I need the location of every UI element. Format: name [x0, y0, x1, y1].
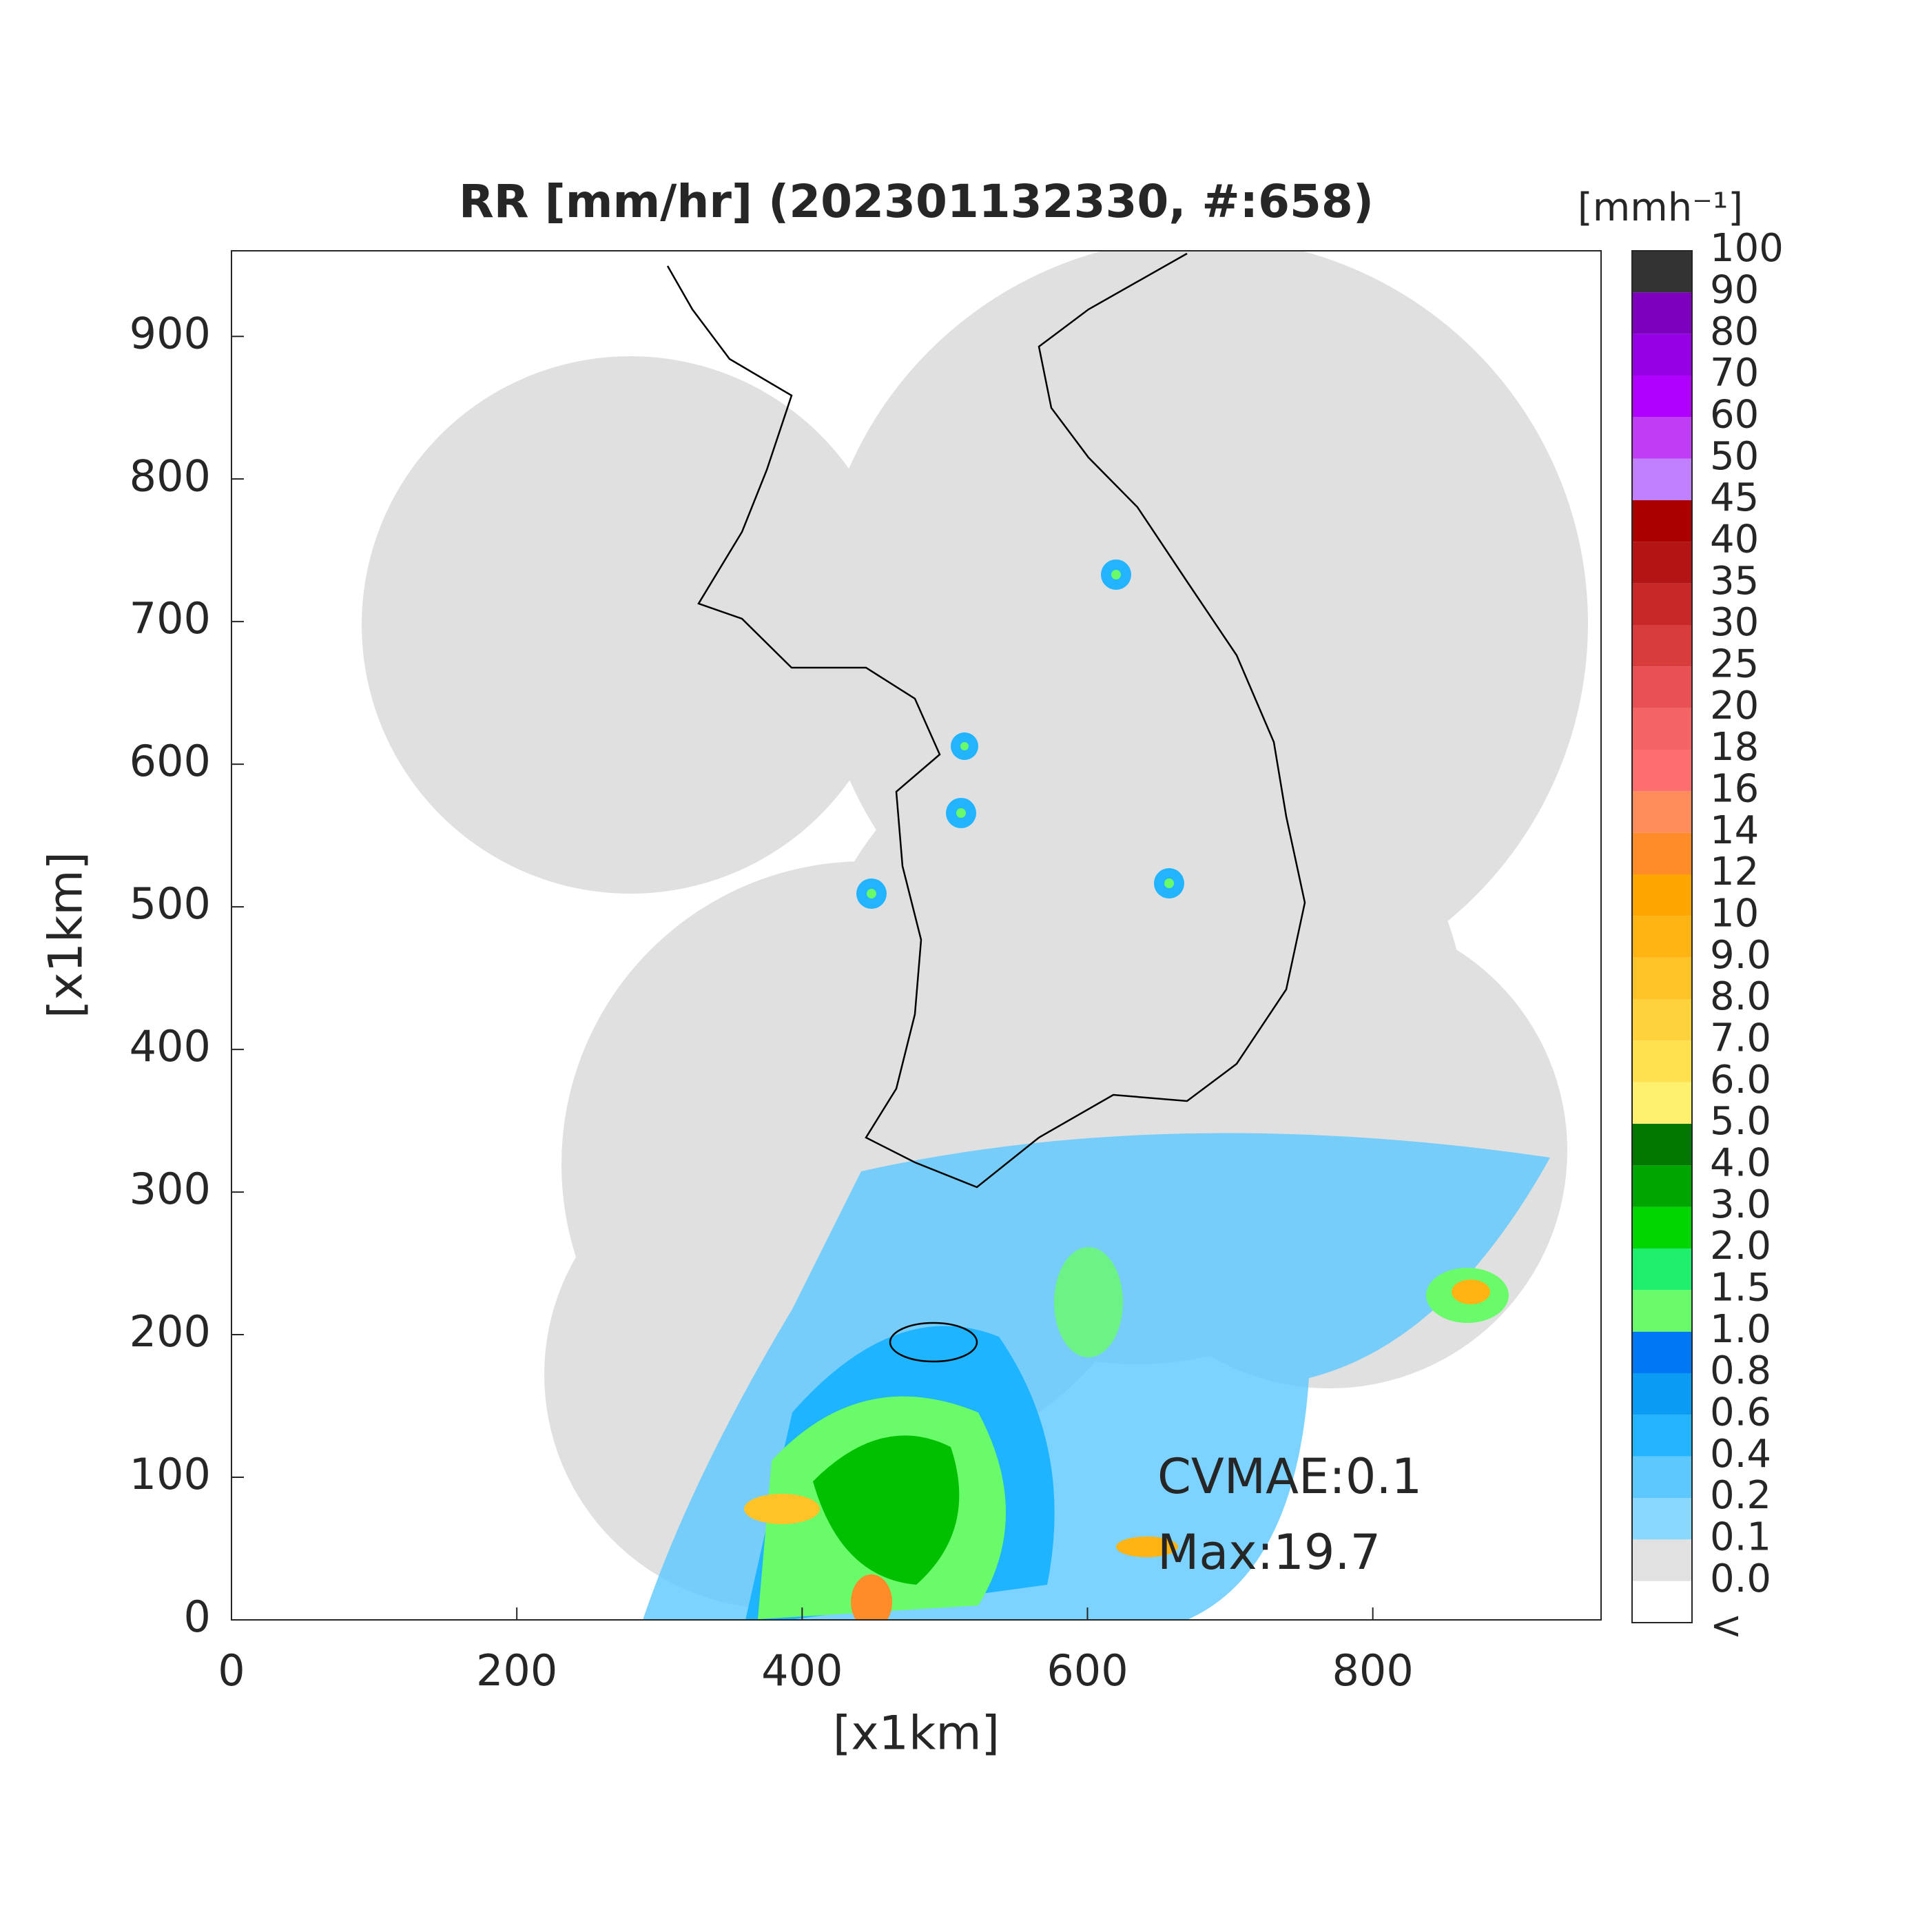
colorbar-segment [1632, 1498, 1692, 1540]
x-tick-label: 800 [1332, 1645, 1413, 1696]
x-tick-label: 400 [761, 1645, 843, 1696]
colorbar-segment [1632, 625, 1692, 667]
colorbar-label: 100 [1710, 226, 1784, 271]
colorbar-label: 80 [1710, 309, 1759, 354]
colorbar-title: [mmh⁻¹] [1578, 185, 1743, 230]
y-tick-label: 200 [130, 1306, 211, 1357]
annotation: CVMAE:0.1 [1157, 1448, 1422, 1505]
colorbar-label: 70 [1710, 351, 1759, 395]
colorbar-segment [1632, 500, 1692, 542]
colorbar-label: 2.0 [1710, 1224, 1771, 1268]
colorbar-segment [1632, 1456, 1692, 1498]
colorbar-segment [1632, 708, 1692, 750]
y-axis-label: [x1km] [39, 852, 94, 1018]
colorbar-label: 45 [1710, 475, 1759, 520]
colorbar-label: 16 [1710, 766, 1759, 811]
colorbar-segment [1632, 251, 1692, 293]
axes-box [231, 250, 1602, 1621]
y-tick-label: 300 [130, 1164, 211, 1214]
colorbar-label: 40 [1710, 517, 1759, 562]
y-tick-label: 400 [130, 1021, 211, 1071]
colorbar-label: 5.0 [1710, 1099, 1771, 1144]
y-tick-label: 600 [130, 736, 211, 786]
colorbar-label: < [1710, 1603, 1742, 1648]
colorbar-segment [1632, 417, 1692, 459]
colorbar-label: 0.4 [1710, 1432, 1771, 1477]
colorbar-segment [1632, 333, 1692, 376]
colorbar-segment [1632, 874, 1692, 916]
colorbar-segment [1632, 1082, 1692, 1124]
colorbar-label: 8.0 [1710, 974, 1771, 1019]
colorbar-segment [1632, 542, 1692, 584]
colorbar-segment [1632, 1581, 1692, 1623]
colorbar-segment [1632, 1206, 1692, 1248]
y-tick-label: 900 [130, 308, 211, 358]
x-axis-label: [x1km] [833, 1707, 1000, 1761]
colorbar-segment [1632, 1373, 1692, 1415]
colorbar-segment [1632, 999, 1692, 1041]
chart-title: RR [mm/hr] (202301132330, #:658) [459, 175, 1374, 228]
colorbar-segment [1632, 1165, 1692, 1207]
colorbar-label: 6.0 [1710, 1058, 1771, 1102]
colorbar-label: 60 [1710, 392, 1759, 437]
colorbar-label: 0.1 [1710, 1514, 1771, 1559]
colorbar-segment [1632, 791, 1692, 833]
y-tick-label: 500 [130, 878, 211, 929]
y-tick-label: 100 [130, 1449, 211, 1499]
y-tick-label: 0 [184, 1592, 211, 1642]
colorbar-label: 3.0 [1710, 1182, 1771, 1227]
colorbar-label: 90 [1710, 267, 1759, 312]
annotation: Max:19.7 [1157, 1524, 1381, 1581]
colorbar-segment [1632, 1124, 1692, 1166]
colorbar-segment [1632, 583, 1692, 625]
colorbar-label: 7.0 [1710, 1016, 1771, 1060]
colorbar-label: 1.0 [1710, 1307, 1771, 1352]
colorbar-segment [1632, 458, 1692, 500]
colorbar-label: 0.2 [1710, 1473, 1771, 1518]
colorbar-label: 12 [1710, 850, 1759, 894]
colorbar-label: 20 [1710, 684, 1759, 728]
y-tick-label: 800 [130, 451, 211, 501]
radar-field [362, 251, 1588, 1620]
colorbar-label: 25 [1710, 641, 1759, 686]
colorbar-label: 14 [1710, 808, 1759, 853]
colorbar-segment [1632, 376, 1692, 418]
colorbar-segment [1632, 1415, 1692, 1457]
y-tick-label: 700 [130, 593, 211, 644]
colorbar-segment [1632, 916, 1692, 958]
colorbar-segment [1632, 957, 1692, 999]
x-tick-label: 600 [1046, 1645, 1128, 1696]
colorbar-frame [1631, 250, 1693, 1623]
colorbar-segment [1632, 1040, 1692, 1082]
colorbar-label: 10 [1710, 891, 1759, 936]
colorbar-label: 0.0 [1710, 1556, 1771, 1601]
colorbar-label: 35 [1710, 559, 1759, 604]
colorbar-label: 30 [1710, 600, 1759, 645]
colorbar-segment [1632, 292, 1692, 334]
colorbar-label: 1.5 [1710, 1265, 1771, 1310]
colorbar-segment [1632, 750, 1692, 792]
colorbar-label: 50 [1710, 434, 1759, 479]
colorbar-label: 4.0 [1710, 1140, 1771, 1185]
colorbar-label: 18 [1710, 725, 1759, 770]
x-tick-label: 200 [476, 1645, 557, 1696]
colorbar-segment [1632, 1290, 1692, 1332]
colorbar-label: 0.8 [1710, 1348, 1771, 1393]
colorbar-segment [1632, 1539, 1692, 1581]
x-tick-label: 0 [218, 1645, 245, 1696]
colorbar-segment [1632, 1331, 1692, 1373]
colorbar-segment [1632, 666, 1692, 708]
colorbar-segment [1632, 1248, 1692, 1291]
colorbar-label: 0.6 [1710, 1390, 1771, 1435]
colorbar-segment [1632, 832, 1692, 874]
colorbar-label: 9.0 [1710, 933, 1771, 978]
